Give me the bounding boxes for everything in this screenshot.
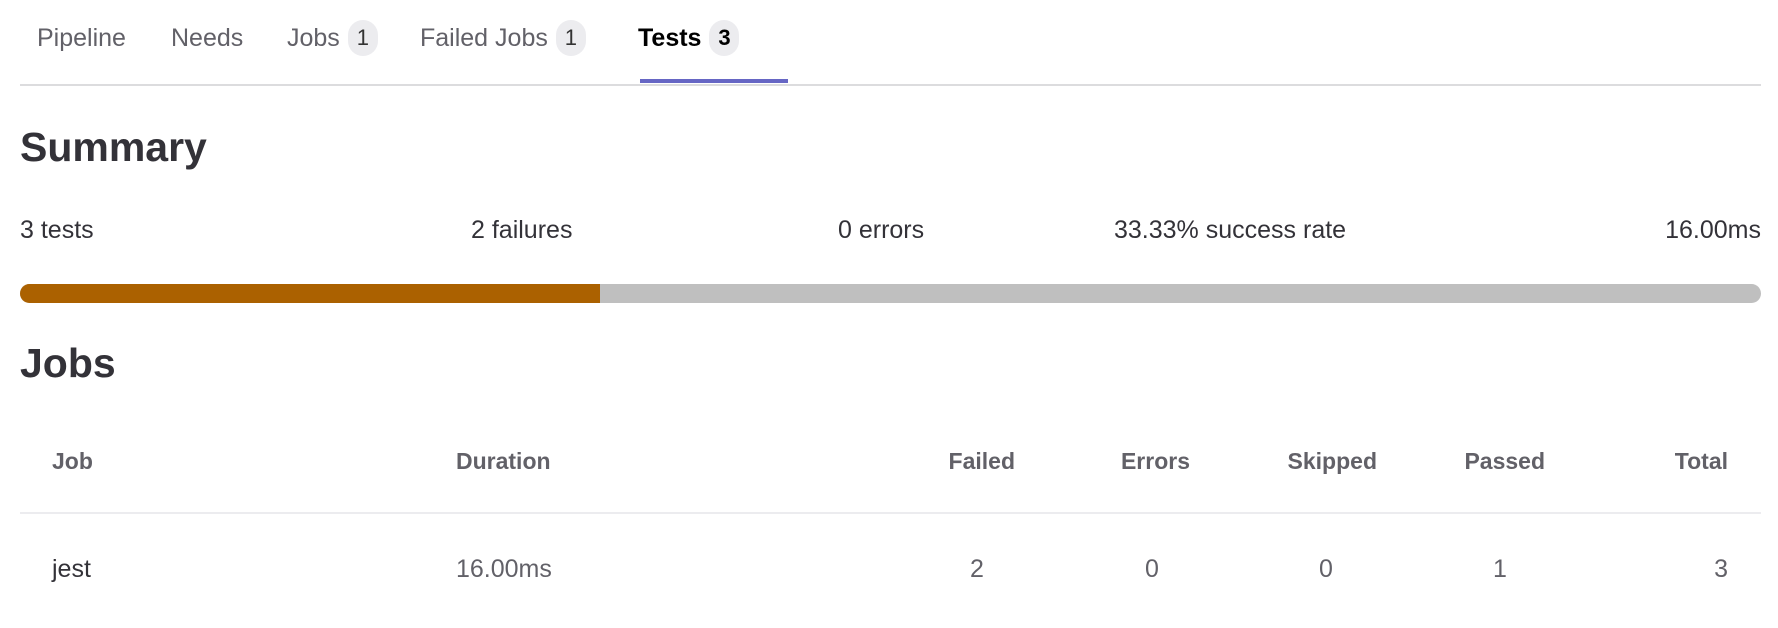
total-duration: 16.00ms	[1665, 216, 1761, 244]
job-name: jest	[52, 555, 91, 583]
tab-bar: Pipeline Needs Jobs 1 Failed Jobs 1 Tests 3	[20, 0, 1761, 86]
table-divider	[20, 512, 1761, 514]
tab-failed-jobs[interactable]: Failed Jobs 1	[420, 18, 586, 58]
tab-needs[interactable]: Needs	[171, 18, 243, 58]
success-progress-bar	[20, 284, 1761, 303]
job-duration: 16.00ms	[456, 555, 552, 583]
tab-pipeline[interactable]: Pipeline	[37, 18, 126, 58]
count-badge: 3	[709, 20, 740, 56]
column-header-total: Total	[1674, 448, 1728, 474]
tab-label: Pipeline	[37, 23, 126, 52]
job-errors: 0	[1145, 555, 1159, 583]
job-passed: 1	[1493, 555, 1507, 583]
column-header-errors: Errors	[1120, 448, 1190, 474]
tab-label: Failed Jobs	[420, 23, 548, 52]
job-failed: 2	[970, 555, 984, 583]
column-header-duration: Duration	[456, 448, 551, 474]
tab-label: Tests	[638, 23, 702, 52]
errors-count: 0 errors	[838, 216, 925, 244]
column-header-skipped: Skipped	[1287, 448, 1377, 474]
summary-heading: Summary	[20, 124, 207, 170]
tab-jobs[interactable]: Jobs 1	[287, 18, 378, 58]
failures-count: 2 failures	[471, 216, 573, 244]
count-badge: 1	[347, 20, 378, 56]
tab-label: Jobs	[287, 23, 340, 52]
tests-count: 3 tests	[20, 216, 94, 244]
column-header-job: Job	[52, 448, 93, 474]
progress-fill	[20, 284, 601, 303]
count-badge: 1	[555, 20, 586, 56]
jobs-heading: Jobs	[20, 340, 116, 386]
column-header-passed: Passed	[1464, 448, 1545, 474]
job-total: 3	[1714, 555, 1728, 583]
tab-label: Needs	[171, 23, 244, 52]
active-tab-indicator	[640, 79, 788, 83]
tab-tests[interactable]: Tests 3	[638, 18, 740, 58]
job-skipped: 0	[1319, 555, 1333, 583]
success-rate: 33.33% success rate	[1114, 216, 1347, 244]
column-header-failed: Failed	[948, 448, 1015, 474]
